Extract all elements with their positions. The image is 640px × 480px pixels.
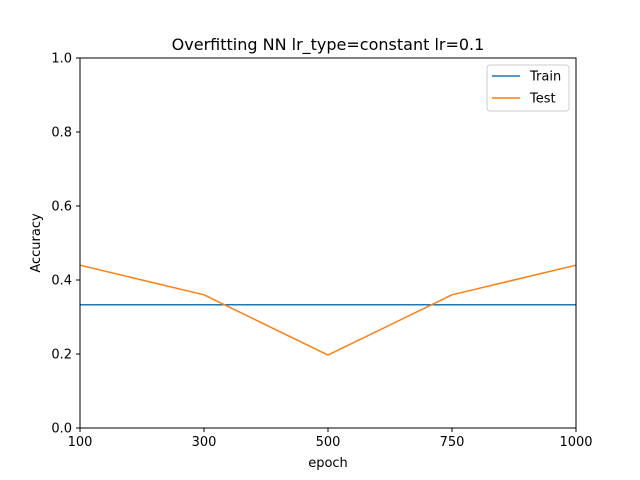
y-tick-label: 1.0 [51,52,72,67]
series-layer [79,264,577,356]
x-tick-label: 1000 [559,435,592,450]
legend-label-test: Test [529,92,556,107]
y-tick-label: 0.4 [51,274,72,289]
series-line-test [79,264,577,356]
y-tick-label: 0.0 [51,422,72,437]
x-tick-label: 500 [316,435,341,450]
x-tick-label: 300 [192,435,217,450]
x-axis-label: epoch [308,456,348,471]
x-axis: 100 300 500 750 1000 [68,428,593,450]
y-tick-label: 0.6 [51,200,72,215]
legend: Train Test [486,64,570,112]
y-axis: 0.0 0.2 0.4 0.6 0.8 1.0 [51,52,80,437]
y-tick-label: 0.8 [51,126,72,141]
y-tick-label: 0.2 [51,348,72,363]
legend-label-train: Train [529,70,561,85]
x-tick-label: 100 [68,435,93,450]
plot-frame [79,57,577,429]
chart-title: Overfitting NN lr_type=constant lr=0.1 [172,35,485,55]
x-tick-label: 750 [440,435,465,450]
y-axis-label: Accuracy [29,213,44,273]
